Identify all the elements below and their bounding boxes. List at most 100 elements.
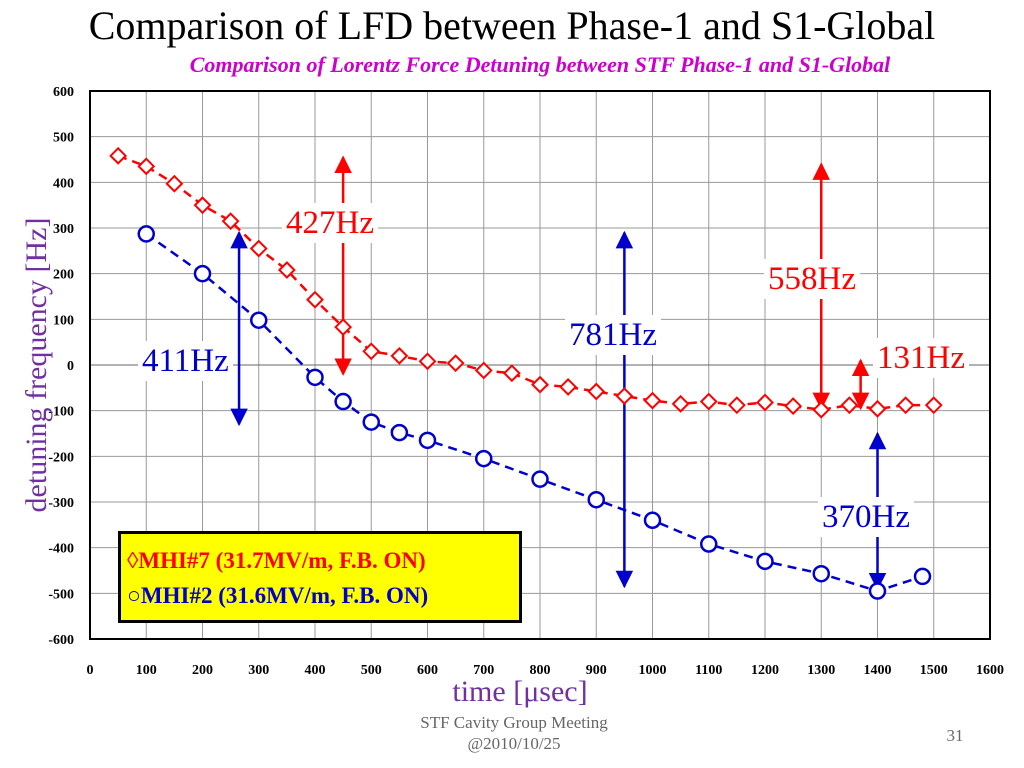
- point-mhi2: [643, 511, 662, 530]
- y-tick-label: 200: [53, 268, 74, 283]
- x-tick-label: 400: [305, 663, 326, 678]
- x-tick-label: 1600: [976, 663, 1004, 678]
- annotation-411hz: 411Hz: [138, 341, 233, 381]
- x-axis-label: time [μsec]: [452, 675, 588, 708]
- point-mhi2: [756, 552, 774, 571]
- legend: ◊MHI#7 (31.7MV/m, F.B. ON) ○MHI#2 (31.6M…: [118, 531, 522, 623]
- footer: STF Cavity Group Meeting @2010/10/25: [372, 712, 656, 754]
- y-tick-label: 400: [53, 176, 74, 191]
- y-tick-label: -100: [48, 405, 74, 420]
- point-mhi7: [221, 212, 240, 231]
- point-mhi2: [868, 582, 887, 600]
- point-mhi2: [390, 423, 409, 442]
- point-mhi7: [446, 354, 465, 373]
- page-number: 31: [946, 726, 964, 745]
- point-mhi7: [671, 394, 690, 413]
- diamond-icon: ◊: [127, 548, 139, 573]
- x-tick-label: 200: [192, 663, 213, 678]
- point-mhi2: [913, 567, 932, 586]
- point-mhi7: [502, 364, 521, 383]
- x-tick-label: 1300: [807, 663, 835, 678]
- point-mhi7: [699, 392, 718, 411]
- point-mhi7: [418, 352, 437, 371]
- legend-item-mhi7: ◊MHI#7 (31.7MV/m, F.B. ON): [127, 543, 519, 578]
- y-tick-label: -200: [48, 450, 74, 465]
- y-tick-label: 0: [67, 359, 74, 374]
- point-mhi7: [615, 387, 634, 405]
- point-mhi2: [334, 392, 352, 411]
- point-mhi2: [475, 449, 493, 468]
- point-mhi7: [390, 346, 409, 365]
- point-mhi7: [643, 391, 662, 410]
- x-tick-label: 1200: [751, 663, 779, 678]
- x-tick-label: 100: [136, 663, 157, 678]
- point-mhi2: [587, 490, 605, 509]
- point-mhi7: [756, 393, 774, 412]
- point-mhi7: [896, 396, 915, 415]
- x-tick-label: 900: [586, 663, 607, 678]
- point-mhi7: [784, 397, 803, 416]
- x-tick-label: 600: [417, 663, 438, 678]
- point-mhi2: [700, 535, 718, 553]
- point-mhi7: [277, 261, 296, 279]
- x-tick-label: 1000: [639, 663, 667, 678]
- plot-area: [89, 90, 991, 640]
- y-tick-label: 300: [53, 222, 74, 237]
- annotation-131hz: 131Hz: [873, 338, 969, 378]
- footer-meeting: STF Cavity Group Meeting: [420, 713, 608, 732]
- tick-labels: 0 100 200 300 400 500 600 700 800 900 1000 1100 1200…: [48, 85, 1004, 678]
- series: [109, 146, 943, 600]
- point-mhi7: [109, 146, 128, 165]
- legend-label-mhi2: MHI#2 (31.6MV/m, F.B. ON): [140, 583, 429, 608]
- point-mhi2: [531, 470, 549, 488]
- point-mhi7: [249, 239, 268, 258]
- annotation-781hz: 781Hz: [565, 315, 661, 355]
- point-mhi7: [868, 399, 887, 418]
- y-tick-label: 500: [53, 131, 74, 146]
- point-mhi2: [306, 368, 324, 387]
- point-mhi7: [587, 382, 606, 401]
- footer-date: @2010/10/25: [467, 734, 561, 753]
- point-mhi7: [531, 375, 549, 394]
- point-mhi7: [727, 396, 746, 415]
- point-mhi2: [812, 564, 830, 583]
- annotation-370hz: 370Hz: [818, 497, 914, 537]
- annotation-427hz: 427Hz: [282, 203, 378, 243]
- point-mhi2: [418, 431, 437, 450]
- point-mhi7: [924, 396, 943, 415]
- point-mhi7: [193, 196, 212, 215]
- x-tick-label: 0: [87, 663, 94, 678]
- point-mhi7: [137, 157, 156, 176]
- chart-title: Comparison of Lorentz Force Detuning bet…: [189, 52, 891, 77]
- point-mhi2: [137, 225, 155, 243]
- point-mhi7: [474, 361, 493, 380]
- y-tick-label: -300: [48, 496, 74, 511]
- x-tick-label: 1500: [920, 663, 948, 678]
- point-mhi2: [250, 311, 268, 329]
- x-tick-label: 1100: [695, 663, 722, 678]
- y-tick-label: 600: [53, 85, 74, 100]
- x-tick-label: 800: [530, 663, 551, 678]
- slide-title: Comparison of LFD between Phase-1 and S1…: [88, 3, 936, 48]
- y-axis-label: detuning frequency [Hz]: [20, 217, 53, 513]
- point-mhi7: [812, 400, 831, 419]
- point-mhi7: [362, 342, 381, 361]
- point-mhi2: [193, 264, 212, 283]
- circle-icon: ○: [127, 583, 141, 608]
- legend-item-mhi2: ○MHI#2 (31.6MV/m, F.B. ON): [127, 578, 519, 613]
- legend-label-mhi7: MHI#7 (31.7MV/m, F.B. ON): [138, 548, 426, 573]
- point-mhi7: [840, 396, 859, 415]
- x-tick-label: 1400: [864, 663, 892, 678]
- point-mhi7: [306, 290, 324, 309]
- x-tick-label: 700: [473, 663, 494, 678]
- x-tick-label: 500: [361, 663, 382, 678]
- point-mhi7: [559, 378, 578, 396]
- x-tick-label: 300: [248, 663, 269, 678]
- y-tick-label: 100: [53, 313, 74, 328]
- y-tick-label: -500: [48, 587, 74, 602]
- annotation-558hz: 558Hz: [764, 259, 860, 299]
- y-tick-label: -600: [48, 633, 74, 648]
- point-mhi7: [334, 318, 353, 337]
- point-mhi7: [165, 174, 184, 193]
